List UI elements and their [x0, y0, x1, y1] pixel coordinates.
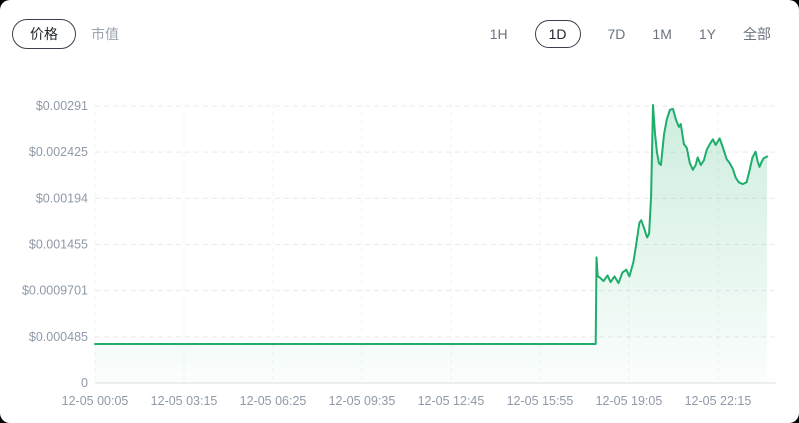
range-1h-button[interactable]: 1H [490, 20, 508, 48]
y-tick-label: $0.0009701 [22, 284, 88, 298]
metric-toggle: 价格 市值 [12, 19, 119, 49]
x-tick-label: 12-05 06:25 [240, 394, 307, 408]
y-tick-label: $0.00291 [36, 99, 88, 113]
y-tick-label: 0 [81, 376, 88, 390]
x-tick-label: 12-05 15:55 [507, 394, 574, 408]
price-area-fill [95, 105, 768, 383]
range-selector: 1H 1D 7D 1M 1Y 全部 [490, 20, 771, 48]
range-1m-button[interactable]: 1M [652, 20, 671, 48]
x-tick-label: 12-05 19:05 [596, 394, 663, 408]
x-tick-label: 12-05 09:35 [329, 394, 396, 408]
x-tick-label: 12-05 03:15 [151, 394, 218, 408]
price-line [94, 104, 769, 345]
y-tick-label: $0.000485 [29, 330, 88, 344]
x-tick-label: 12-05 12:45 [418, 394, 485, 408]
y-tick-label: $0.00194 [36, 191, 88, 205]
range-all-button[interactable]: 全部 [743, 20, 771, 48]
y-tick-label: $0.002425 [29, 145, 88, 159]
x-tick-label: 12-05 00:05 [62, 394, 129, 408]
range-1d-button[interactable]: 1D [534, 20, 581, 48]
y-tick-label: $0.001455 [29, 238, 88, 252]
range-1y-button[interactable]: 1Y [699, 20, 716, 48]
chart-toolbar: 价格 市值 1H 1D 7D 1M 1Y 全部 [0, 0, 799, 64]
x-tick-label: 12-05 22:15 [685, 394, 752, 408]
metric-marketcap-button[interactable]: 市值 [91, 20, 119, 48]
range-7d-button[interactable]: 7D [608, 20, 626, 48]
metric-price-button[interactable]: 价格 [12, 19, 76, 49]
